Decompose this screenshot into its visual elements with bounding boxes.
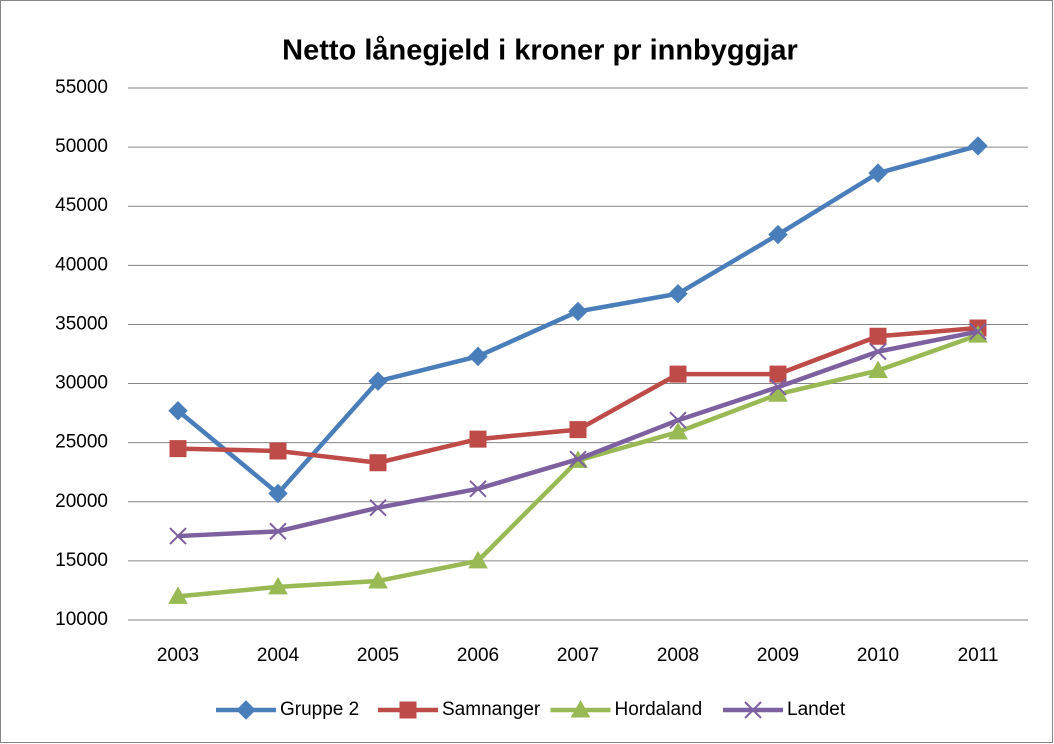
y-tick-label: 10000 [55,609,108,630]
x-tick-label: 2008 [657,645,699,666]
x-tick-label: 2009 [757,645,799,666]
point [668,283,688,304]
y-tick-label: 50000 [55,136,108,157]
point [369,454,387,472]
y-tick-label: 45000 [55,195,108,216]
point [168,401,188,421]
point [744,701,762,719]
point [769,378,787,396]
point [368,570,388,589]
legend-item: Samnanger [378,699,541,720]
y-tick-label: 20000 [55,491,108,512]
point [868,360,888,379]
point [768,384,788,402]
point [868,163,888,183]
x-tick-label: 2005 [357,645,399,666]
point [669,365,687,383]
x-tick-label: 2004 [257,645,300,666]
point [269,522,287,541]
point [768,224,788,245]
legend-label: Hordaland [615,699,703,720]
point [669,411,687,429]
point [368,371,388,391]
point [469,480,487,498]
point [569,421,587,439]
y-tick-label: 55000 [55,77,108,98]
legend-label: Samnanger [442,699,541,720]
legend-marker [236,700,256,720]
y-tick-label: 25000 [55,432,108,453]
point [769,365,787,383]
point [469,430,487,448]
x-tick-label: 2006 [457,645,499,666]
point [168,586,188,604]
point [569,450,587,468]
legend-item: Gruppe 2 [216,699,359,720]
y-tick-label: 30000 [55,373,108,394]
legend-label: Gruppe 2 [280,699,359,720]
chart-title: Netto lånegjeld i kroner pr innbyggjar [282,35,798,67]
point [468,550,488,569]
x-tick-label: 2003 [157,645,199,666]
point [268,576,288,595]
point [568,301,588,322]
y-tick-label: 35000 [55,313,108,334]
x-tick-label: 2011 [958,645,999,666]
point [268,483,288,504]
y-tick-label: 15000 [55,550,108,571]
y-tick-label: 40000 [55,254,108,275]
point [668,422,688,440]
point [968,136,988,156]
legend-marker [399,701,417,719]
point [369,498,387,517]
legend-label: Landet [787,699,846,720]
legend-item: Hordaland [550,699,703,720]
point [969,322,987,341]
legend-item: Landet [723,699,846,720]
legend-marker [570,699,591,718]
point [468,346,488,367]
point [269,442,287,460]
point [169,527,187,545]
x-tick-label: 2010 [857,645,899,666]
point [169,440,187,458]
point [869,327,887,345]
point [869,342,887,361]
x-tick-label: 2007 [557,645,599,666]
